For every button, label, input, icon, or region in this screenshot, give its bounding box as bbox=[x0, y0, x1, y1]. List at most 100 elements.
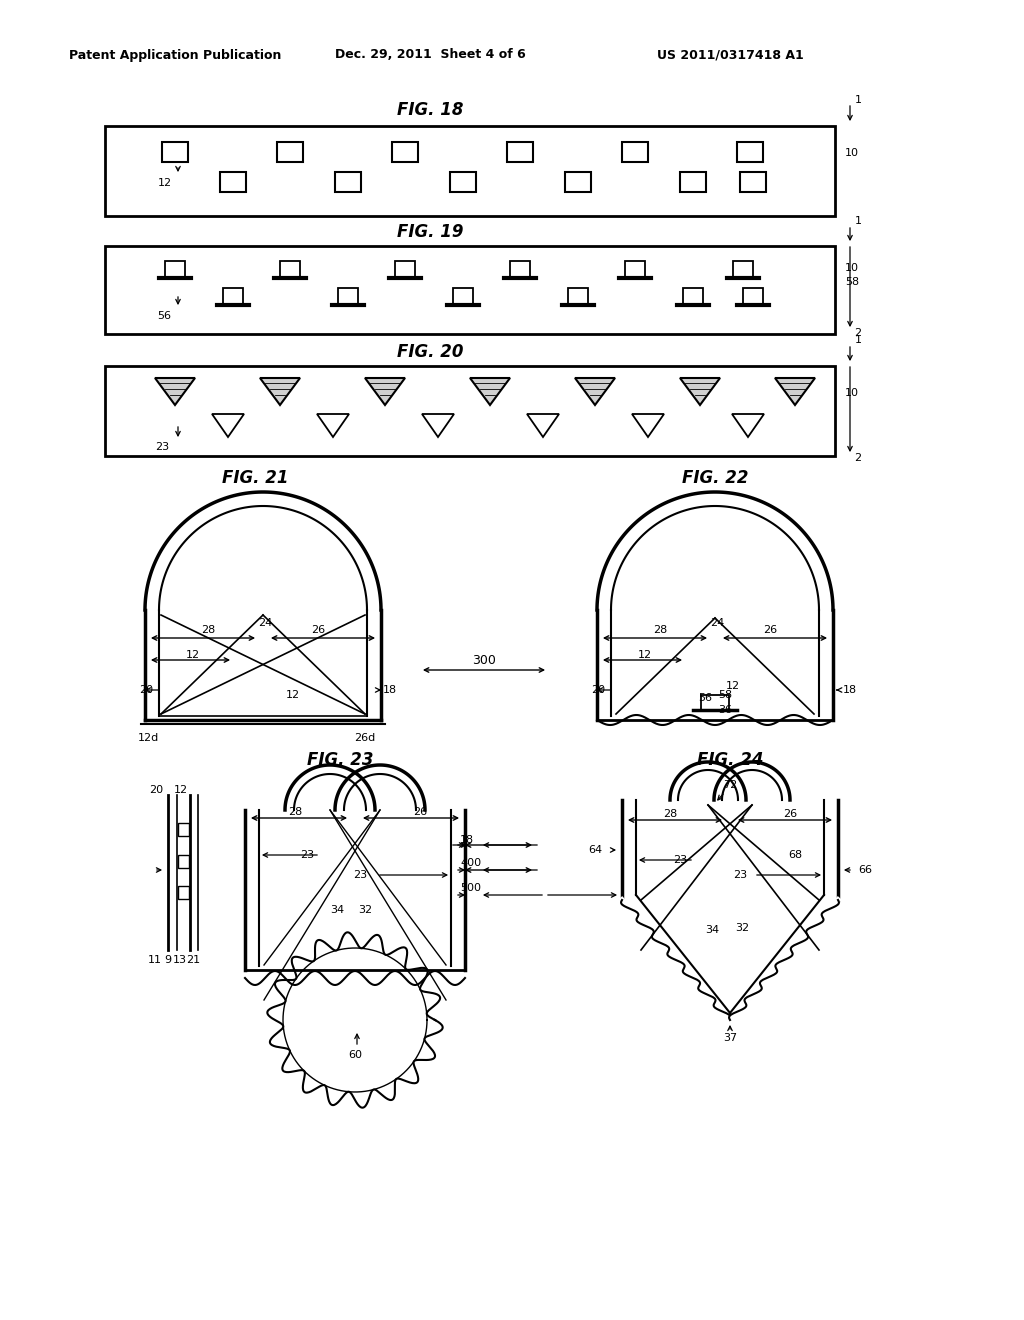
Text: 34: 34 bbox=[330, 906, 344, 915]
Text: 66: 66 bbox=[858, 865, 872, 875]
Bar bbox=[278, 143, 303, 162]
Text: Dec. 29, 2011  Sheet 4 of 6: Dec. 29, 2011 Sheet 4 of 6 bbox=[335, 49, 525, 62]
Text: 10: 10 bbox=[845, 148, 859, 158]
Text: FIG. 18: FIG. 18 bbox=[396, 102, 463, 119]
Bar bbox=[105, 366, 835, 455]
Text: 12: 12 bbox=[726, 681, 740, 690]
Text: 36: 36 bbox=[718, 705, 732, 715]
Text: 32: 32 bbox=[358, 906, 372, 915]
Bar bbox=[338, 288, 358, 304]
Text: 58: 58 bbox=[718, 690, 732, 700]
Bar bbox=[395, 261, 415, 277]
Text: 23: 23 bbox=[300, 850, 314, 861]
Text: 13: 13 bbox=[173, 954, 187, 965]
Text: 26: 26 bbox=[311, 624, 325, 635]
Bar bbox=[733, 261, 753, 277]
Polygon shape bbox=[155, 378, 195, 405]
Text: 20: 20 bbox=[591, 685, 605, 696]
Text: FIG. 22: FIG. 22 bbox=[682, 469, 749, 487]
Text: 60: 60 bbox=[348, 1049, 362, 1060]
Text: 23: 23 bbox=[353, 870, 367, 880]
Bar bbox=[178, 886, 189, 899]
Polygon shape bbox=[680, 378, 720, 405]
Text: 20: 20 bbox=[139, 685, 153, 696]
Text: 1: 1 bbox=[854, 216, 861, 226]
Text: 56: 56 bbox=[698, 693, 712, 704]
Text: 18: 18 bbox=[383, 685, 397, 696]
Text: 28: 28 bbox=[201, 624, 215, 635]
Text: FIG. 23: FIG. 23 bbox=[307, 751, 374, 770]
Text: US 2011/0317418 A1: US 2011/0317418 A1 bbox=[656, 49, 804, 62]
Polygon shape bbox=[365, 378, 406, 405]
Text: FIG. 21: FIG. 21 bbox=[222, 469, 288, 487]
Text: 300: 300 bbox=[472, 653, 496, 667]
Text: Patent Application Publication: Patent Application Publication bbox=[69, 49, 282, 62]
Text: 1: 1 bbox=[854, 95, 861, 106]
Text: 9: 9 bbox=[165, 954, 172, 965]
Bar bbox=[220, 172, 246, 191]
Text: 21: 21 bbox=[186, 954, 200, 965]
Text: 12d: 12d bbox=[137, 733, 159, 743]
Text: FIG. 24: FIG. 24 bbox=[696, 751, 763, 770]
Bar bbox=[625, 261, 645, 277]
Text: 12: 12 bbox=[186, 649, 200, 660]
Text: 400: 400 bbox=[460, 858, 481, 869]
Polygon shape bbox=[575, 378, 615, 405]
Bar bbox=[450, 172, 476, 191]
Bar bbox=[105, 125, 835, 216]
Bar bbox=[453, 288, 473, 304]
Text: 26: 26 bbox=[413, 807, 427, 817]
Text: 37: 37 bbox=[723, 1034, 737, 1043]
Text: FIG. 19: FIG. 19 bbox=[396, 223, 463, 242]
Bar bbox=[178, 855, 189, 869]
Text: 20: 20 bbox=[148, 785, 163, 795]
Text: FIG. 20: FIG. 20 bbox=[396, 343, 463, 360]
Text: 58: 58 bbox=[845, 277, 859, 286]
Text: 2: 2 bbox=[854, 327, 861, 338]
Bar bbox=[162, 143, 188, 162]
Polygon shape bbox=[260, 378, 300, 405]
Text: 72: 72 bbox=[723, 780, 737, 789]
Text: 28: 28 bbox=[653, 624, 667, 635]
Text: 56: 56 bbox=[157, 312, 171, 321]
Text: 28: 28 bbox=[288, 807, 302, 817]
Text: 26d: 26d bbox=[354, 733, 376, 743]
Polygon shape bbox=[527, 414, 559, 437]
Text: 34: 34 bbox=[705, 925, 719, 935]
Polygon shape bbox=[317, 414, 349, 437]
Text: 10: 10 bbox=[845, 388, 859, 399]
Text: 64: 64 bbox=[588, 845, 602, 855]
Text: 23: 23 bbox=[733, 870, 748, 880]
Bar bbox=[510, 261, 530, 277]
Bar bbox=[280, 261, 300, 277]
Text: 68: 68 bbox=[787, 850, 802, 861]
Bar bbox=[392, 143, 418, 162]
Text: 23: 23 bbox=[155, 442, 169, 451]
Text: 24: 24 bbox=[710, 618, 724, 628]
Text: 2: 2 bbox=[854, 453, 861, 463]
Bar bbox=[165, 261, 185, 277]
Text: 28: 28 bbox=[663, 809, 677, 818]
Bar bbox=[178, 822, 189, 836]
Bar bbox=[683, 288, 703, 304]
Polygon shape bbox=[212, 414, 244, 437]
Bar bbox=[622, 143, 648, 162]
Bar bbox=[740, 172, 766, 191]
Polygon shape bbox=[422, 414, 454, 437]
Text: 26: 26 bbox=[783, 809, 797, 818]
Polygon shape bbox=[775, 378, 815, 405]
Bar bbox=[565, 172, 591, 191]
Bar bbox=[737, 143, 763, 162]
Text: 23: 23 bbox=[673, 855, 687, 865]
Text: 26: 26 bbox=[763, 624, 777, 635]
Text: 32: 32 bbox=[735, 923, 750, 933]
Text: 12: 12 bbox=[286, 690, 300, 700]
Bar bbox=[335, 172, 361, 191]
Bar bbox=[743, 288, 763, 304]
Polygon shape bbox=[732, 414, 764, 437]
Polygon shape bbox=[632, 414, 664, 437]
Text: 12: 12 bbox=[638, 649, 652, 660]
Bar bbox=[701, 696, 729, 710]
Text: 1: 1 bbox=[854, 335, 861, 345]
Text: 11: 11 bbox=[148, 954, 162, 965]
